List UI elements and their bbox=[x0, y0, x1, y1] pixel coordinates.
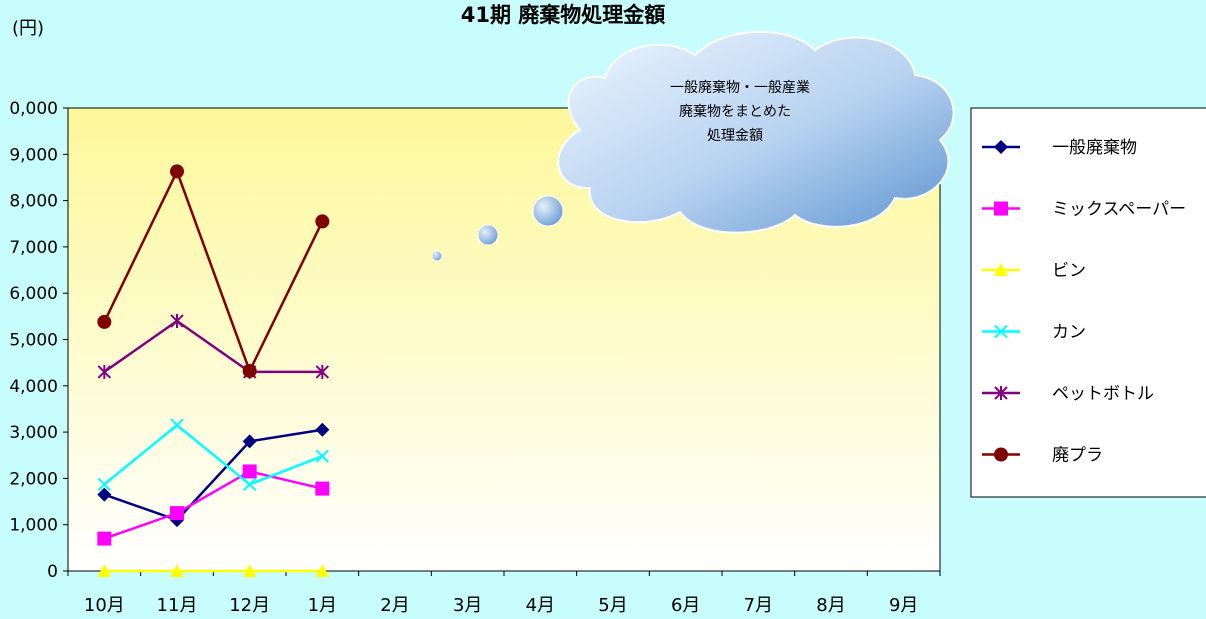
data-point bbox=[315, 481, 330, 496]
y-tick-label: 3,000 bbox=[9, 423, 58, 443]
data-point bbox=[242, 477, 257, 492]
x-tick-label: 4月 bbox=[526, 595, 555, 616]
x-tick-label: 7月 bbox=[744, 595, 773, 616]
legend-item: 廃プラ bbox=[982, 446, 1103, 466]
data-point bbox=[242, 564, 257, 577]
data-point bbox=[97, 531, 112, 546]
y-tick-label: 9,000 bbox=[9, 145, 58, 165]
legend-item: カン bbox=[982, 323, 1086, 343]
x-tick-label: 3月 bbox=[453, 595, 482, 616]
x-tick-label: 8月 bbox=[816, 595, 845, 616]
x-tick-label: 11月 bbox=[157, 595, 198, 616]
data-point bbox=[170, 313, 184, 328]
y-tick-label: 5,000 bbox=[9, 331, 58, 351]
series-line bbox=[103, 168, 324, 375]
x-tick-label: 12月 bbox=[229, 595, 270, 616]
y-tick-label: 2,000 bbox=[9, 469, 58, 489]
series-line bbox=[103, 423, 323, 486]
cloud-text-line-3: 処理金額 bbox=[707, 128, 763, 144]
x-tick-label: 2月 bbox=[380, 595, 409, 616]
x-tick-label: 5月 bbox=[598, 595, 627, 616]
legend-item: 一般廃棄物 bbox=[982, 138, 1137, 158]
x-tick-label: 6月 bbox=[671, 595, 700, 616]
y-tick-label: 4,000 bbox=[9, 377, 58, 397]
legend-marker bbox=[994, 263, 1008, 276]
series-3 bbox=[97, 418, 330, 492]
cloud-text-line-2: 廃棄物をまとめた bbox=[679, 103, 791, 120]
y-tick-label: 0,000 bbox=[9, 99, 58, 119]
legend-marker bbox=[994, 201, 1008, 216]
legend-marker bbox=[994, 324, 1008, 339]
legend-box bbox=[970, 107, 1206, 498]
data-point bbox=[97, 477, 112, 492]
data-point bbox=[315, 449, 330, 463]
legend-item: ペットボトル bbox=[982, 384, 1154, 404]
data-point bbox=[242, 464, 257, 479]
series-5 bbox=[97, 164, 330, 378]
y-axis: 0 1,000 2,000 3,000 4,000 5,000 6,000 7,000 8,00… bbox=[9, 99, 68, 582]
data-point bbox=[242, 363, 257, 378]
legend-marker bbox=[994, 386, 1008, 400]
data-point bbox=[170, 418, 184, 432]
data-point bbox=[315, 214, 330, 229]
x-axis: 10月 11月 12月 1月 2月 3月 4月 5月 6月 7月 8月 9月 bbox=[67, 571, 941, 616]
data-point bbox=[97, 314, 112, 329]
legend-label: ミックスペーパー bbox=[1052, 200, 1186, 220]
legend-item: ビン bbox=[982, 261, 1086, 281]
legend-item: ミックスペーパー bbox=[982, 200, 1186, 220]
legend-label: カン bbox=[1052, 323, 1086, 343]
data-point bbox=[97, 364, 112, 379]
legend-marker bbox=[994, 140, 1008, 154]
series-0 bbox=[97, 422, 330, 528]
chart-title: 41期 廃棄物処理金額 bbox=[461, 3, 666, 27]
data-point bbox=[97, 564, 112, 577]
data-point bbox=[97, 487, 112, 502]
cloud-text-line-1: 一般廃棄物・一般産業 bbox=[670, 79, 810, 96]
thought-bubble-small bbox=[431, 250, 443, 262]
series-1 bbox=[97, 464, 330, 546]
y-tick-label: 6,000 bbox=[9, 284, 58, 304]
legend-label: ペットボトル bbox=[1052, 384, 1154, 404]
thought-bubble-large bbox=[532, 195, 564, 227]
thought-cloud: 一般廃棄物・一般産業 廃棄物をまとめた 処理金額 bbox=[431, 30, 955, 262]
legend-label: 廃プラ bbox=[1052, 446, 1103, 466]
series-2 bbox=[97, 564, 330, 577]
data-point bbox=[315, 422, 330, 437]
y-tick-label: 0 bbox=[47, 562, 58, 582]
data-point bbox=[315, 364, 330, 379]
series-group bbox=[97, 164, 330, 577]
series-line bbox=[103, 428, 323, 522]
data-point bbox=[242, 434, 257, 449]
data-point bbox=[315, 564, 330, 577]
y-tick-label: 7,000 bbox=[9, 238, 58, 258]
series-line bbox=[103, 319, 323, 374]
x-tick-label: 1月 bbox=[308, 595, 337, 616]
thought-bubble-medium bbox=[477, 224, 499, 246]
data-point bbox=[170, 164, 184, 179]
legend-label: ビン bbox=[1052, 261, 1086, 281]
y-tick-label: 1,000 bbox=[9, 516, 58, 536]
legend-marker bbox=[994, 447, 1008, 462]
x-tick-label: 9月 bbox=[889, 595, 918, 616]
cloud-shape bbox=[557, 30, 955, 234]
series-line bbox=[103, 470, 323, 540]
data-point bbox=[170, 506, 184, 521]
data-point bbox=[170, 564, 184, 577]
x-tick-label: 10月 bbox=[84, 595, 125, 616]
y-tick-label: 8,000 bbox=[9, 192, 58, 212]
legend-label: 一般廃棄物 bbox=[1052, 138, 1137, 158]
y-unit-label: (円) bbox=[12, 18, 44, 39]
